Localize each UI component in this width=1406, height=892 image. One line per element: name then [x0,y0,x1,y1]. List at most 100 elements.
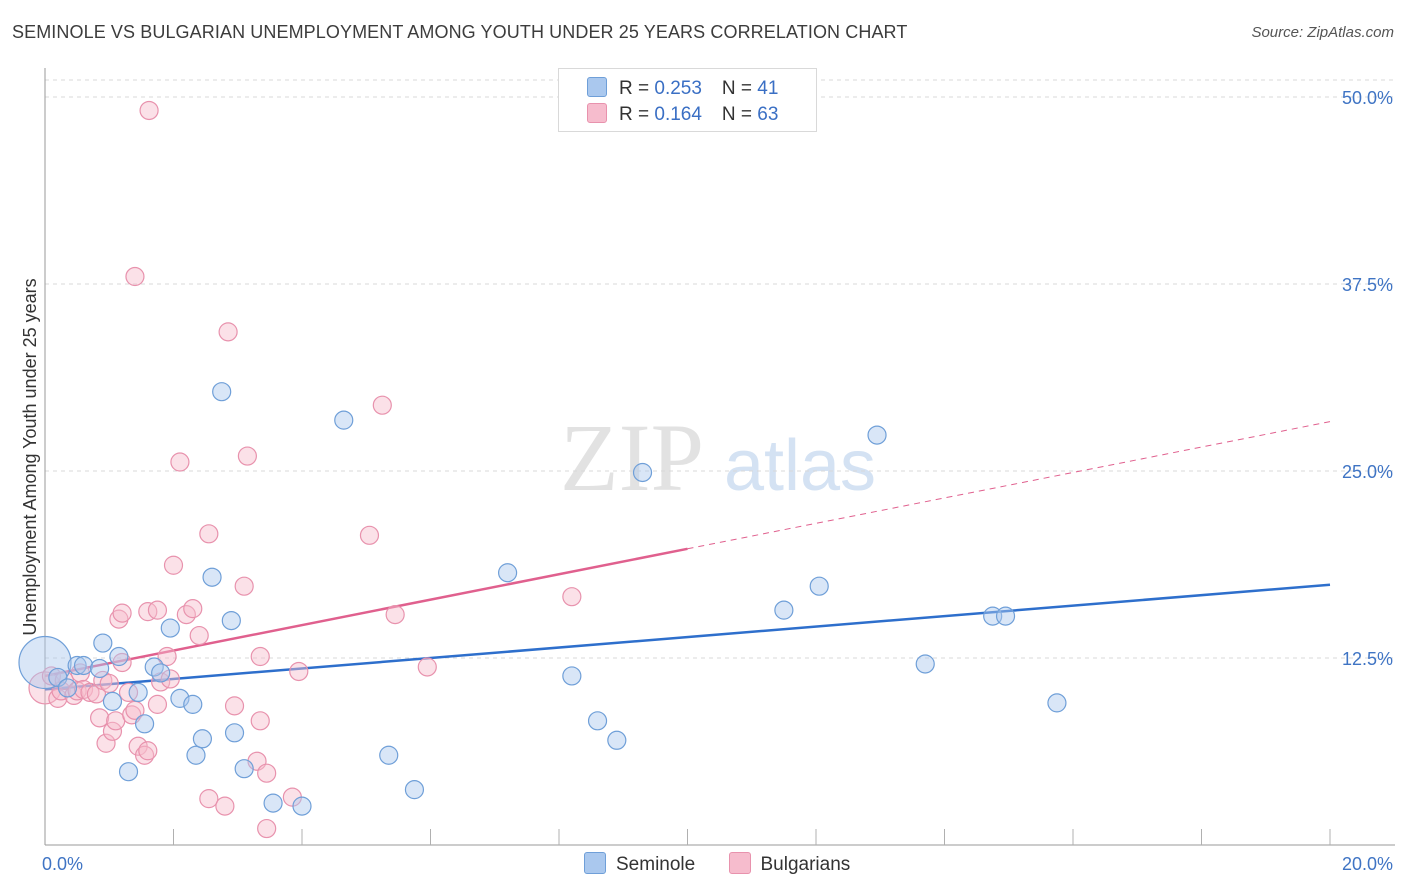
bulgarians-point [289,661,309,682]
bulgarians-point [250,711,270,731]
seminole-point [607,730,627,750]
bulgarians-point [163,555,184,575]
watermark: ZIP atlas [560,404,876,511]
trend-line-seminole [44,583,1331,691]
seminole-point [160,618,180,638]
bulgarians-swatch [587,103,607,123]
seminole-point [57,678,78,698]
bulgarians-point [215,796,235,816]
seminole-point [151,663,171,683]
legend-n-label: N = [721,104,758,125]
bulgarians-point [183,599,203,619]
seminole-point [995,606,1016,626]
seminole-point [498,563,518,583]
bulgarians-point [41,666,62,686]
bulgarians-point [199,524,219,544]
bulgarians-point [237,446,257,466]
bulgarians-point [90,708,110,728]
gridlines [45,79,1395,659]
seminole-point [234,759,254,779]
legend-item-seminole: Seminole [584,852,695,876]
legend-label-seminole: Seminole [616,854,696,875]
legend-row-seminole: R = 0.253 N = 41 [587,77,778,101]
seminole-point [192,729,213,749]
bulgarians-point [224,696,245,716]
seminole-point [867,425,887,445]
seminole-point [632,462,653,483]
x-tick-label: 0.0% [42,854,83,874]
seminole-point [292,796,312,816]
seminole-point [212,382,232,402]
bulgarians-point [218,322,238,342]
bulgarians-point [170,452,190,472]
bulgarians-point [106,711,126,731]
seminole-point [128,682,148,703]
bulgarians-point [138,741,158,761]
bulgarians-point [125,266,145,287]
trend-line-bulgarians [44,547,688,678]
seminole-point [221,610,241,631]
seminole-point [562,666,582,686]
seminole-point [587,711,608,731]
seminole-point [93,633,113,653]
bulgarians-point [417,657,437,677]
seminole-point [404,780,425,800]
seminole-point [1047,693,1067,713]
bulgarians-point [199,789,219,809]
bulgarians-point [189,625,209,646]
seminole-point [186,745,206,765]
bulgarians-point [147,600,168,620]
seminole-point [774,600,794,620]
bulgarians-point [138,602,158,622]
seminole-point [183,694,203,714]
bulgarians-point [385,605,405,625]
seminole-point [48,667,68,688]
seminole-point [202,567,222,587]
legend-label-bulgarians: Bulgarians [760,854,851,875]
chart-title: SEMINOLE VS BULGARIAN UNEMPLOYMENT AMONG… [12,22,908,42]
y-tick-label: 50.0% [1342,88,1393,108]
bulgarians-point [102,721,123,741]
bulgarians-point [147,694,168,714]
seminole-point [809,576,829,596]
bulgarians-point [234,576,254,596]
seminole-point [67,655,87,676]
legend-r-label: R = [619,104,655,125]
source-label: Source: ZipAtlas.com [1251,24,1394,41]
seminole-point [102,691,123,711]
correlation-legend: R = 0.253 N = 41 R = 0.164 N = 63 [558,68,817,132]
bulgarians-point [359,525,380,545]
bulgarians-point [96,733,116,753]
seminole-point [109,646,129,667]
bulgarians-point [257,818,277,839]
watermark-zip: ZIP [560,404,704,511]
legend-n-label: N = [721,78,758,99]
seminole-point [224,723,245,743]
watermark-atlas: atlas [724,426,876,506]
legend-item-bulgarians: Bulgarians [728,852,851,876]
seminole-point [263,793,283,813]
seminole-point [90,658,110,679]
seminole-point [134,714,155,734]
legend-r-label: R = [619,78,655,99]
legend-row-bulgarians: R = 0.164 N = 63 [587,103,778,127]
bulgarians-point [250,646,270,667]
bulgarians-point [112,603,132,623]
data-points [18,100,1067,839]
seminole-point [73,655,94,676]
seminole-point [18,635,72,690]
bulgarians-point [160,669,180,689]
bulgarians-swatch [728,852,751,874]
y-tick-label: 25.0% [1342,462,1393,482]
axes [44,68,1395,846]
bulgarians-point [257,763,277,783]
seminole-point [118,762,139,782]
seminole-point [915,654,935,674]
bulgarians-point [157,646,177,667]
seminole-swatch [587,77,607,97]
seminole-swatch [584,852,606,874]
trend-lines [44,421,1331,691]
legend-n-value: 41 [757,78,779,99]
legend-r-value: 0.164 [654,104,702,125]
